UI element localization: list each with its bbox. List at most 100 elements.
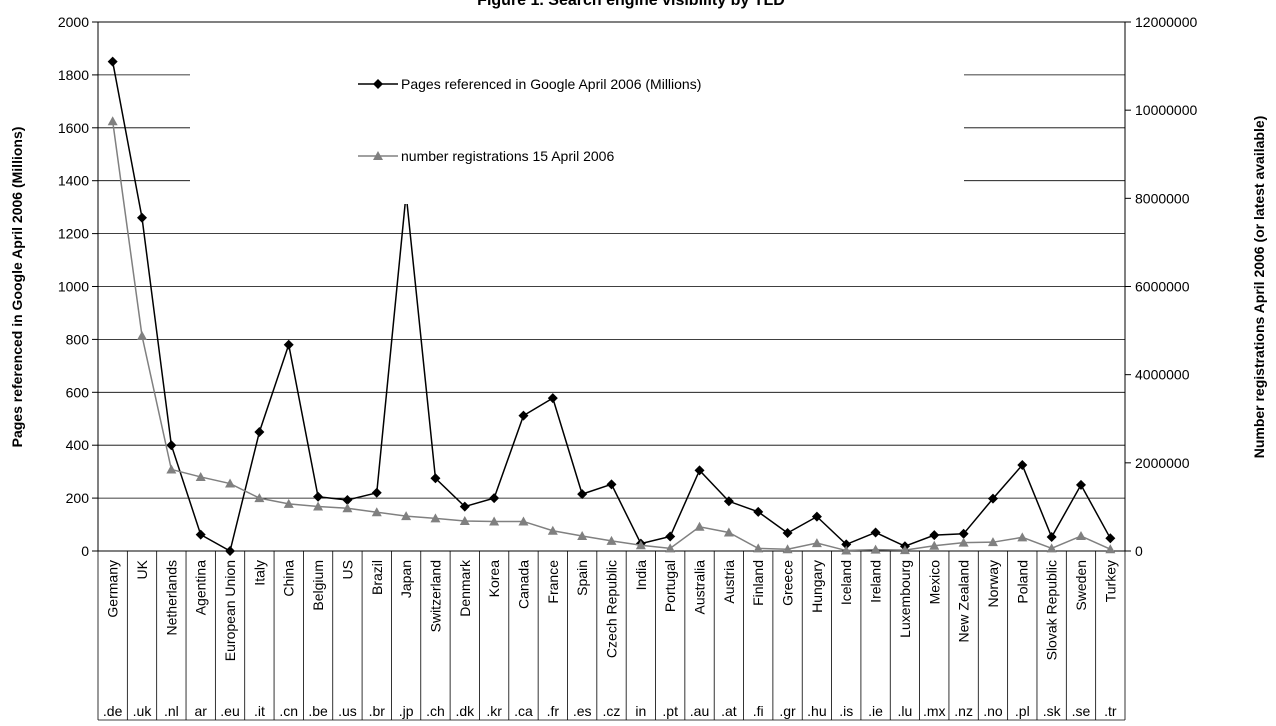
left-axis: 0 200 400 600 800 1000 1200 1400 1600 1800 2000	[58, 14, 98, 559]
category-label: European Union	[222, 560, 238, 661]
data-point-pages	[1105, 533, 1116, 544]
tld-label: .fi	[753, 703, 764, 719]
data-point-registrations	[459, 516, 470, 526]
tld-label: .cz	[603, 703, 621, 719]
category-label: Hungary	[809, 560, 825, 613]
tld-label: .be	[308, 703, 328, 719]
tld-label: .nz	[954, 703, 973, 719]
tld-label: .eu	[220, 703, 239, 719]
data-point-pages	[283, 339, 294, 350]
data-point-pages	[195, 529, 206, 540]
right-axis: 0 2000000 4000000 6000000 8000000 10000000 120…	[1125, 14, 1198, 559]
category-label: Slovak Republic	[1044, 560, 1060, 660]
data-point-registrations	[899, 545, 910, 555]
left-tick-label: 200	[66, 490, 90, 506]
data-point-pages	[694, 465, 705, 476]
data-point-registrations	[547, 525, 558, 535]
series-layer	[107, 56, 1116, 556]
data-point-registrations	[929, 540, 940, 550]
data-point-registrations	[430, 513, 441, 523]
category-label: UK	[134, 559, 150, 579]
left-tick-label: 1200	[58, 226, 89, 242]
left-tick-label: 800	[66, 331, 90, 347]
tld-label: .is	[839, 703, 853, 719]
data-point-pages	[107, 56, 118, 67]
data-point-registrations	[254, 493, 265, 503]
left-tick-label: 400	[66, 437, 90, 453]
right-tick-label: 6000000	[1135, 279, 1190, 295]
category-label: Finland	[750, 560, 766, 606]
data-point-registrations	[1046, 543, 1057, 553]
right-tick-label: 8000000	[1135, 190, 1190, 206]
tld-label: .tr	[1104, 703, 1117, 719]
data-point-pages	[459, 501, 470, 512]
data-point-pages	[841, 539, 852, 550]
category-label: Portugal	[662, 560, 678, 612]
data-point-registrations	[753, 543, 764, 553]
data-point-registrations	[1075, 531, 1086, 541]
category-label: France	[545, 560, 561, 604]
left-tick-label: 0	[81, 543, 89, 559]
data-point-registrations	[723, 527, 734, 537]
data-point-pages	[723, 496, 734, 507]
data-point-registrations	[313, 501, 324, 511]
data-point-pages	[313, 491, 324, 502]
tld-label: .lu	[898, 703, 913, 719]
category-label: Iceland	[838, 560, 854, 605]
data-point-pages	[518, 410, 529, 421]
data-point-registrations	[342, 503, 353, 513]
category-label: Australia	[692, 560, 708, 615]
tld-label: .jp	[399, 703, 414, 719]
category-label: Poland	[1014, 560, 1030, 604]
category-label: Switzerland	[427, 560, 443, 632]
category-label: Brazil	[369, 560, 385, 595]
category-label: US	[339, 560, 355, 579]
data-point-registrations	[782, 544, 793, 554]
data-point-pages	[1046, 531, 1057, 542]
tld-label: .ie	[868, 703, 883, 719]
tld-label: .mx	[923, 703, 946, 719]
tld-label: .at	[721, 703, 737, 719]
left-tick-label: 2000	[58, 14, 89, 30]
category-label: Italy	[251, 560, 267, 586]
tld-label: .pl	[1015, 703, 1030, 719]
data-point-registrations	[518, 516, 529, 526]
left-tick-label: 1400	[58, 173, 89, 189]
tld-label: .au	[690, 703, 709, 719]
tld-label: .de	[103, 703, 123, 719]
tld-label: .es	[573, 703, 592, 719]
data-point-pages	[987, 493, 998, 504]
tld-label: .sk	[1043, 703, 1062, 719]
right-tick-label: 12000000	[1135, 14, 1198, 30]
tld-label: .br	[369, 703, 386, 719]
category-label: Greece	[780, 560, 796, 606]
data-point-registrations	[665, 543, 676, 553]
category-label: Czech Republic	[604, 560, 620, 658]
data-point-pages	[870, 527, 881, 538]
data-point-registrations	[987, 537, 998, 547]
tld-label: .ca	[514, 703, 533, 719]
tld-label: .ch	[426, 703, 445, 719]
data-point-pages	[225, 546, 236, 556]
left-tick-label: 1800	[58, 67, 89, 83]
chart-title: Figure 1. Search engine visibility by TL…	[477, 0, 785, 9]
tld-label: ar	[194, 703, 207, 719]
data-point-pages	[753, 506, 764, 517]
category-label: Korea	[486, 560, 502, 598]
category-label: Austria	[721, 560, 737, 604]
data-point-registrations	[489, 516, 500, 526]
category-label: Norway	[985, 560, 1001, 607]
category-label: Mexico	[926, 560, 942, 605]
tld-label: .hu	[807, 703, 826, 719]
data-point-registrations	[577, 531, 588, 541]
data-point-registrations	[841, 545, 852, 555]
data-point-registrations	[283, 498, 294, 508]
legend-label-registrations: number registrations 15 April 2006	[401, 148, 614, 164]
category-label: Turkey	[1102, 560, 1118, 602]
tld-label: .dk	[455, 703, 475, 719]
data-point-registrations	[225, 478, 236, 488]
data-point-registrations	[1105, 544, 1116, 554]
category-label: Belgium	[310, 560, 326, 611]
data-point-registrations	[694, 521, 705, 531]
